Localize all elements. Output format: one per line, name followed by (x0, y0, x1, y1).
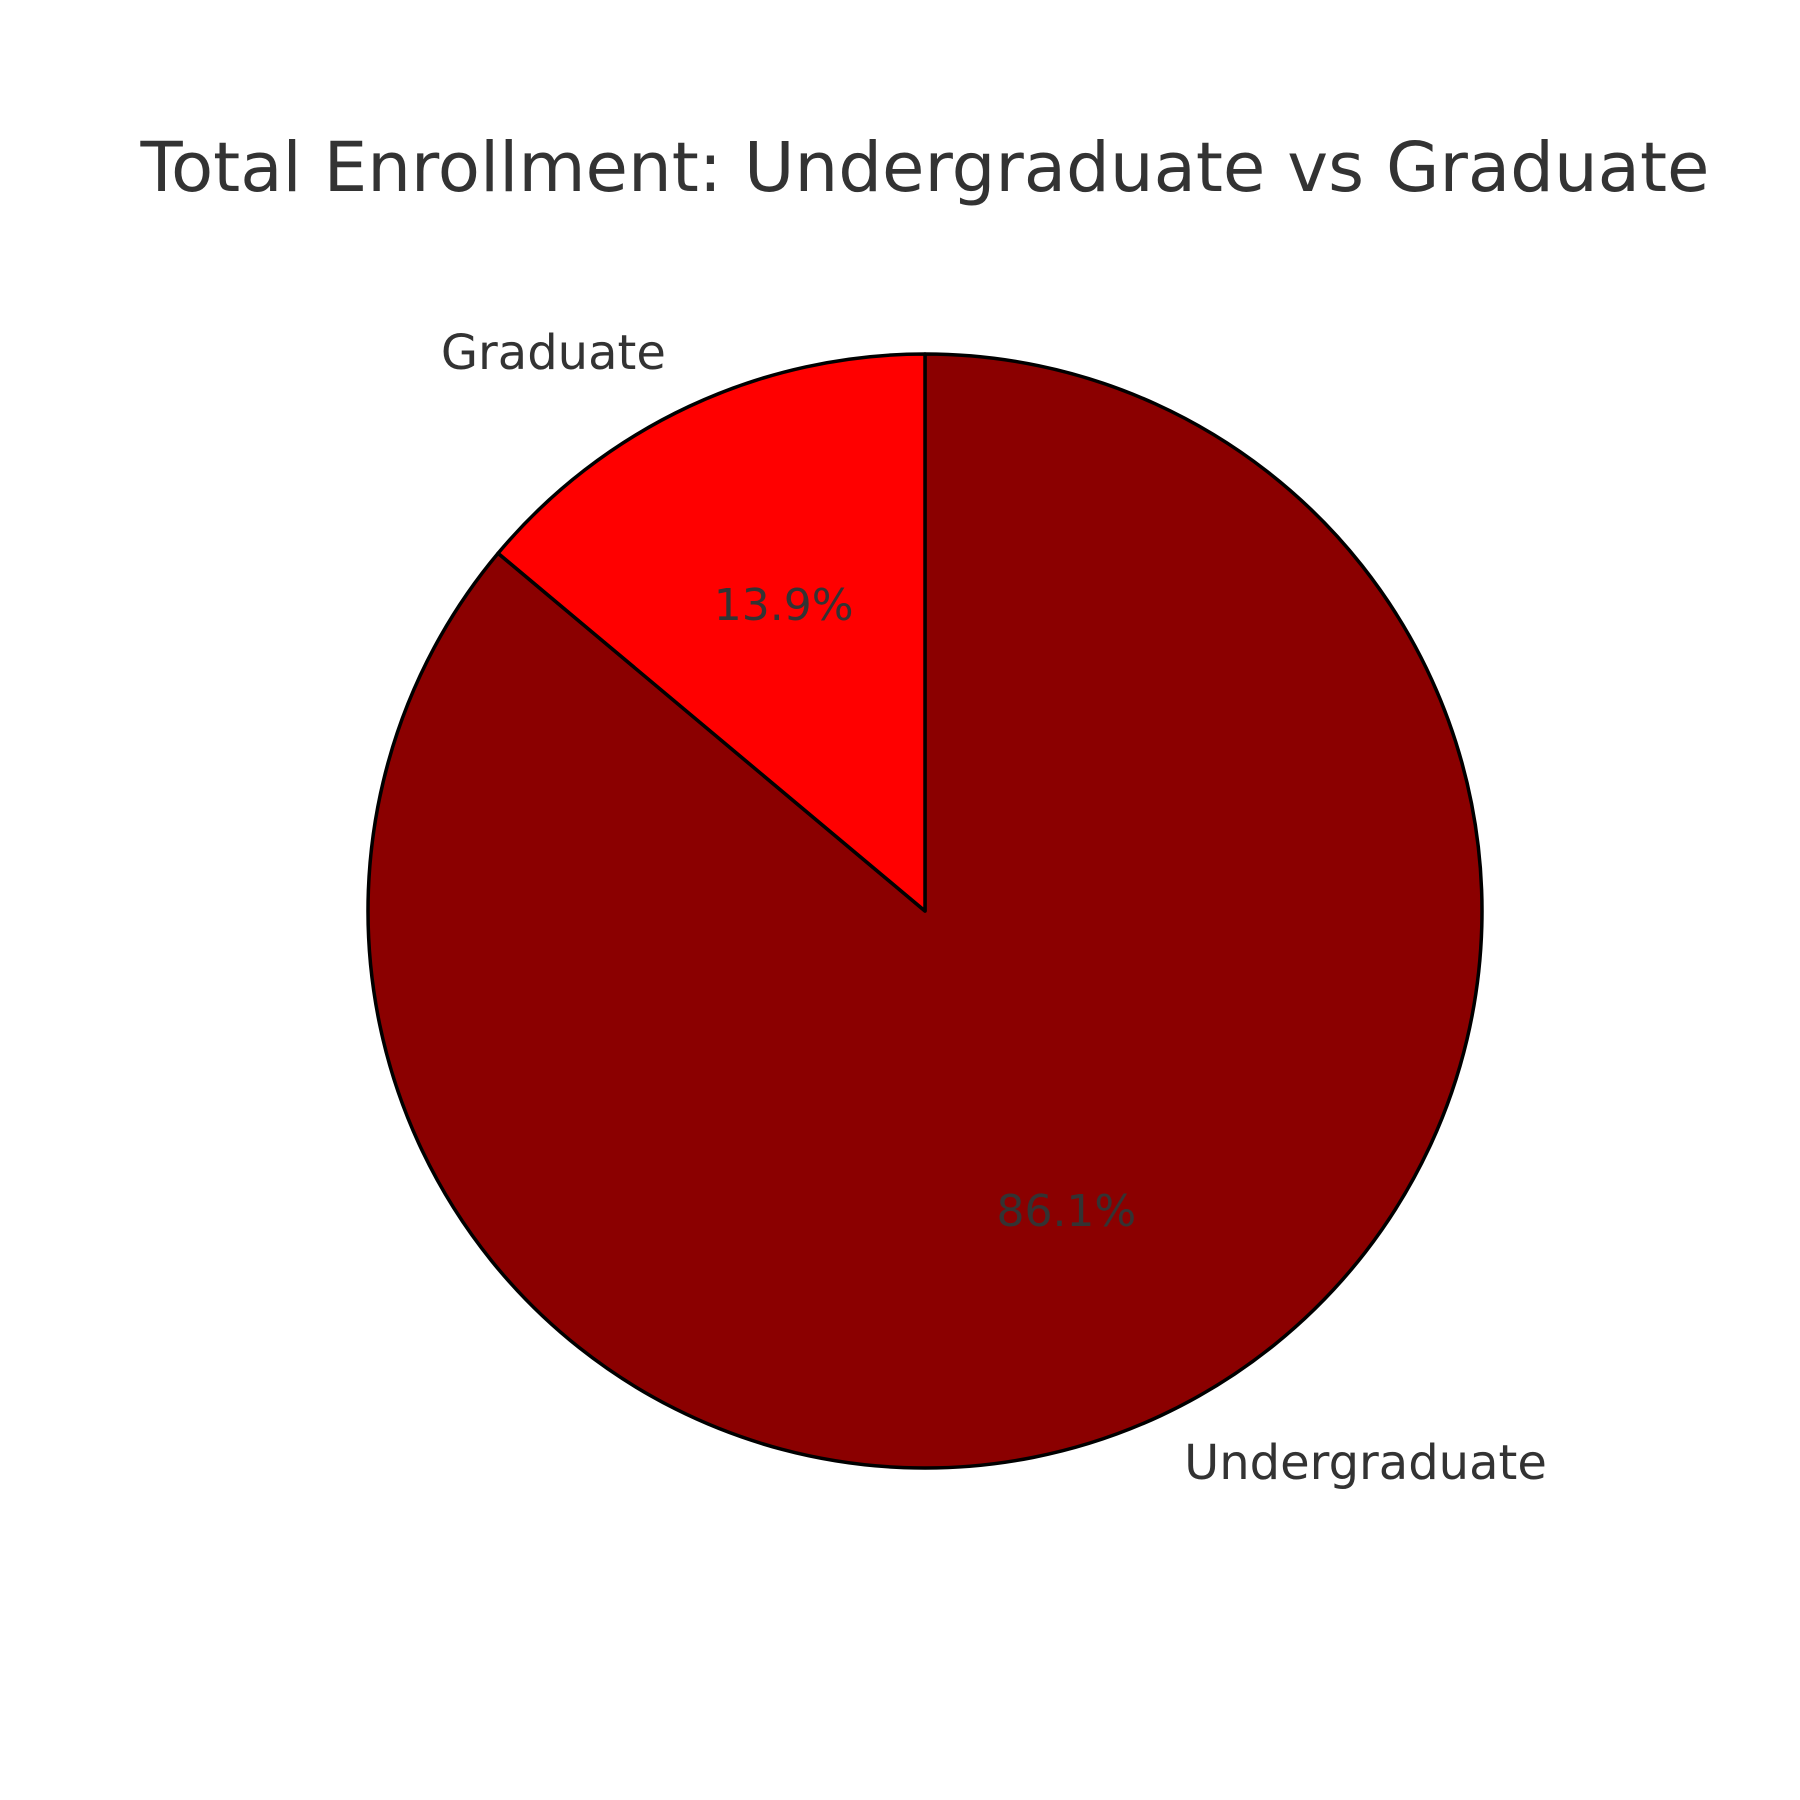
pct-label-graduate: 13.9% (714, 580, 854, 631)
pct-label-undergraduate: 86.1% (996, 1186, 1136, 1237)
pie-labels: Undergraduate 86.1% Graduate 13.9% (441, 325, 1547, 1491)
pie-slice-undergraduate (366, 352, 1484, 1470)
slice-label-undergraduate: Undergraduate (1184, 1435, 1547, 1491)
slice-label-graduate: Graduate (441, 325, 666, 381)
chart-title: Total Enrollment: Undergraduate vs Gradu… (140, 128, 1710, 208)
pie-slices (366, 352, 1484, 1470)
pie-slice-graduate (496, 352, 927, 913)
